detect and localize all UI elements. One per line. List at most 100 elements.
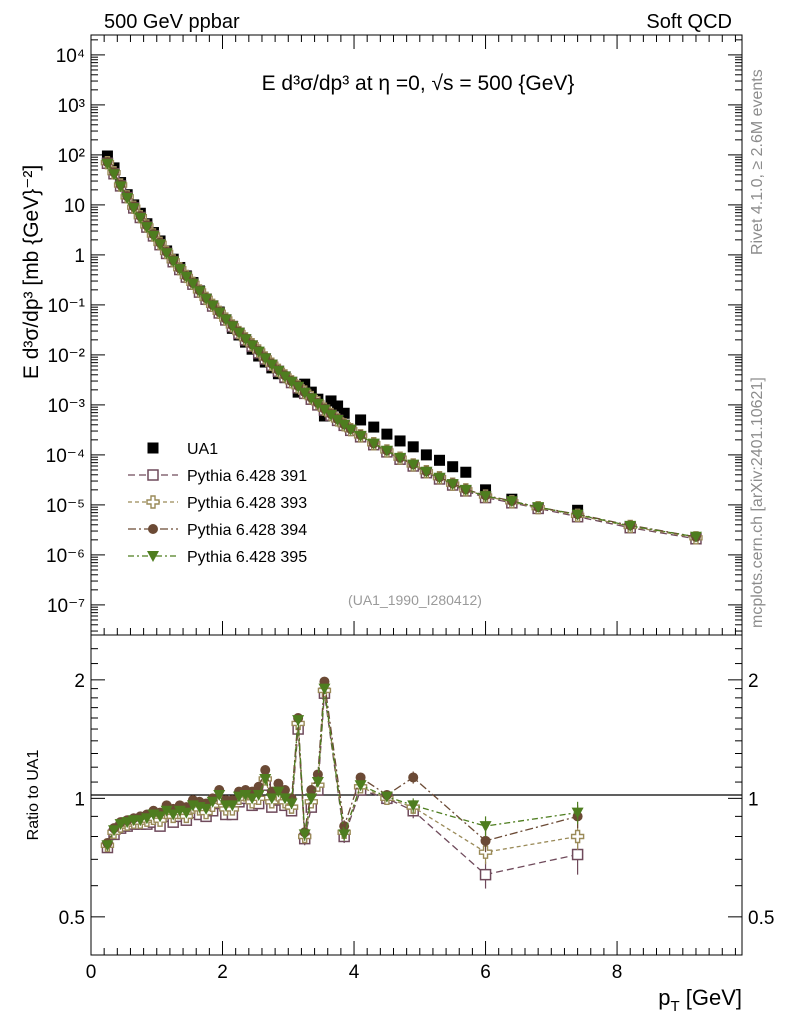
data-point <box>338 407 350 419</box>
data-point <box>140 222 153 234</box>
data-point <box>331 414 344 426</box>
legend-label: Pythia 6.428 394 <box>187 522 307 539</box>
main-y-tick-label: 1 <box>74 246 85 267</box>
x-tick-label: 4 <box>349 962 360 983</box>
data-point <box>134 212 147 224</box>
data-point <box>325 409 338 421</box>
ratio-point <box>239 789 252 801</box>
ratio-y-tick-label-right: 1 <box>748 789 759 810</box>
ratio-point <box>252 789 265 801</box>
data-point <box>206 300 219 312</box>
main-y-axis-label: E d³σ/dp³ [mb {GeV}⁻²] <box>20 165 43 379</box>
ratio-series <box>100 676 585 889</box>
legend-marker <box>147 469 159 481</box>
data-point <box>571 509 584 521</box>
legend-label: Pythia 6.428 393 <box>187 495 307 512</box>
legend-entry: Pythia 6.428 395 <box>128 549 307 566</box>
data-point <box>420 449 432 461</box>
data-point <box>318 404 331 416</box>
legend-label: Pythia 6.428 391 <box>187 468 307 485</box>
main-y-tick-label: 10⁻¹ <box>48 296 86 317</box>
legend-marker <box>147 551 159 562</box>
main-y-ticks: 10⁻⁷ 10⁻⁶ 10⁻⁵ 10⁻⁴ 10⁻³ 10⁻² 10⁻¹ 1 10 10² 10³ 10⁴ <box>46 39 742 632</box>
series-pythia-6-428-395 <box>101 158 702 543</box>
ratio-point <box>108 825 121 837</box>
ratio-point <box>305 793 318 805</box>
data-point <box>292 381 305 393</box>
ratio-y-tick-label-right: 2 <box>748 671 759 692</box>
data-point <box>252 346 265 358</box>
legend-entry: Pythia 6.428 393 <box>128 495 307 512</box>
legend-label: UA1 <box>187 441 218 458</box>
data-point <box>265 359 278 371</box>
x-tick-label: 8 <box>612 962 623 983</box>
ratio-point <box>407 800 420 812</box>
ratio-y-axis-label: Ratio to UA1 <box>25 750 42 841</box>
data-point <box>154 239 167 251</box>
data-point <box>368 421 380 433</box>
ratio-y-tick-label: 0.5 <box>59 908 85 929</box>
series-pythia-6-428-391 <box>101 157 702 545</box>
data-point <box>173 264 186 276</box>
data-point <box>147 230 160 242</box>
data-point <box>459 484 472 496</box>
main-frame <box>90 34 743 636</box>
main-y-tick-label: 10⁻⁷ <box>47 596 85 617</box>
ratio-panel: 0.5 0.5 1 1 2 2 0 2 4 6 8 Ratio to UA1 pT [GeV] <box>25 35 774 1015</box>
ratio-point <box>278 793 291 805</box>
chart-title: E d³σ/dp³ at η =0, √s = 500 {GeV} <box>262 72 575 95</box>
main-y-tick-label: 10⁻³ <box>48 396 86 417</box>
data-point <box>446 479 459 491</box>
data-point <box>407 441 419 453</box>
series-ua1 <box>101 150 584 516</box>
ratio-point <box>479 821 492 833</box>
data-point <box>355 414 367 426</box>
main-panel: 10⁻⁷ 10⁻⁶ 10⁻⁵ 10⁻⁴ 10⁻³ 10⁻² 10⁻¹ 1 10 10² 10³ 10⁴… <box>20 34 743 636</box>
series-pythia-6-428-393 <box>100 155 703 545</box>
x-tick-label: 6 <box>480 962 491 983</box>
data-point <box>505 496 518 508</box>
main-series <box>100 150 703 545</box>
ratio-point <box>571 807 584 819</box>
header-right: Soft QCD <box>646 11 732 33</box>
ratio-point <box>480 835 491 846</box>
main-y-tick-label: 10⁴ <box>56 46 85 67</box>
data-point <box>394 452 407 464</box>
main-y-tick-label: 10⁻⁵ <box>46 496 85 517</box>
ratio-point <box>292 715 305 727</box>
legend-marker <box>148 524 158 534</box>
ratio-point <box>380 791 393 803</box>
data-point <box>434 454 446 466</box>
ratio-point <box>101 840 114 852</box>
ratio-point <box>318 683 331 695</box>
ratio-point <box>339 821 350 832</box>
data-point <box>479 491 492 503</box>
ratio-point <box>570 829 585 844</box>
data-point <box>232 327 245 339</box>
data-point <box>127 203 140 215</box>
ratio-point <box>311 777 324 789</box>
ratio-point <box>478 845 493 859</box>
header-left: 500 GeV ppbar <box>104 11 240 33</box>
data-point <box>226 321 239 333</box>
ratio-point <box>479 868 492 881</box>
legend-entry: UA1 <box>147 441 218 458</box>
data-point <box>180 271 193 283</box>
ratio-point <box>114 819 127 831</box>
ratio-point <box>571 848 584 861</box>
legend-entry: Pythia 6.428 394 <box>128 522 307 539</box>
data-point <box>213 307 226 319</box>
ratio-point <box>260 765 271 776</box>
data-point <box>285 376 298 388</box>
ratio-y-tick-label-right: 0.5 <box>748 908 774 929</box>
main-y-tick-label: 10³ <box>58 96 85 117</box>
data-point <box>354 430 367 442</box>
ratio-point <box>354 780 367 792</box>
ratio-point <box>167 809 180 821</box>
data-point <box>407 459 420 471</box>
ratio-point <box>200 803 213 815</box>
main-y-tick-label: 10⁻⁴ <box>46 446 85 467</box>
data-point <box>272 365 285 377</box>
ratio-point <box>272 786 285 798</box>
ratio-point <box>154 811 167 823</box>
